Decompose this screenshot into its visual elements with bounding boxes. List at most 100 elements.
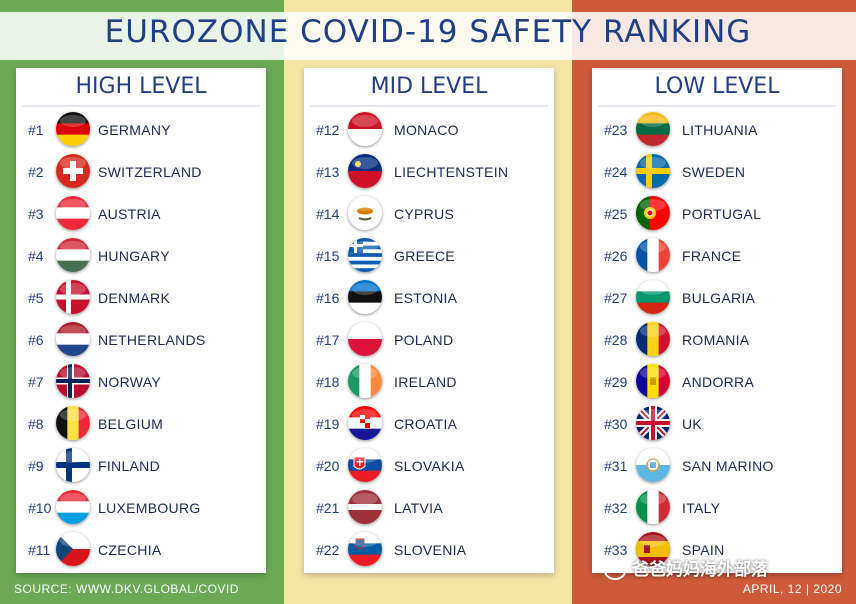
spain-flag-icon xyxy=(636,532,670,566)
country-name: SWEDEN xyxy=(682,164,746,180)
luxembourg-flag-icon xyxy=(56,490,90,524)
czechia-flag-icon xyxy=(56,532,90,566)
netherlands-flag-icon xyxy=(56,322,90,356)
country-name: LATVIA xyxy=(394,500,444,516)
hungary-flag-icon xyxy=(56,238,90,272)
ranking-row: #2 SWITZERLAND xyxy=(16,154,266,190)
rank-number: #24 xyxy=(604,164,628,180)
rank-number: #13 xyxy=(316,164,340,180)
country-name: GERMANY xyxy=(98,122,171,138)
germany-flag-icon xyxy=(56,112,90,146)
ranking-row: #23 LITHUANIA xyxy=(592,112,842,148)
ranking-row: #16 ESTONIA xyxy=(304,280,554,316)
ranking-row: #26 FRANCE xyxy=(592,238,842,274)
rank-number: #10 xyxy=(28,500,52,516)
rank-number: #14 xyxy=(316,206,340,222)
country-name: FINLAND xyxy=(98,458,160,474)
poland-flag-icon xyxy=(348,322,382,356)
country-name: ESTONIA xyxy=(394,290,458,306)
watermark-text: 爸爸妈妈海外部落 xyxy=(632,560,768,579)
ranking-row: #13 LIECHTENSTEIN xyxy=(304,154,554,190)
latvia-flag-icon xyxy=(348,490,382,524)
belgium-flag-icon xyxy=(56,406,90,440)
rank-number: #29 xyxy=(604,374,628,390)
ranking-row: #8 BELGIUM xyxy=(16,406,266,442)
high-level-panel: HIGH LEVEL #1 GERMANY #2 SWITZERLAND #3 AUSTR… xyxy=(16,68,266,573)
rank-number: #31 xyxy=(604,458,628,474)
ranking-row: #12 MONACO xyxy=(304,112,554,148)
romania-flag-icon xyxy=(636,322,670,356)
ireland-flag-icon xyxy=(348,364,382,398)
rank-number: #2 xyxy=(28,164,44,180)
ranking-row: #17 POLAND xyxy=(304,322,554,358)
greece-flag-icon xyxy=(348,238,382,272)
source-credit: SOURCE: WWW.DKV.GLOBAL/COVID xyxy=(14,582,239,596)
cyprus-flag-icon xyxy=(348,196,382,230)
ranking-row: #24 SWEDEN xyxy=(592,154,842,190)
country-name: HUNGARY xyxy=(98,248,170,264)
liechtenstein-flag-icon xyxy=(348,154,382,188)
ranking-row: #28 ROMANIA xyxy=(592,322,842,358)
ranking-row: #21 LATVIA xyxy=(304,490,554,526)
rank-number: #9 xyxy=(28,458,44,474)
denmark-flag-icon xyxy=(56,280,90,314)
rank-number: #5 xyxy=(28,290,44,306)
rank-number: #33 xyxy=(604,542,628,558)
country-name: CYPRUS xyxy=(394,206,455,222)
rank-number: #7 xyxy=(28,374,44,390)
panel-divider xyxy=(310,105,548,107)
country-name: ROMANIA xyxy=(682,332,750,348)
country-name: IRELAND xyxy=(394,374,457,390)
ranking-row: #3 AUSTRIA xyxy=(16,196,266,232)
chat-bubble-icon xyxy=(604,561,626,580)
rank-number: #17 xyxy=(316,332,340,348)
ranking-row: #27 BULGARIA xyxy=(592,280,842,316)
country-name: SPAIN xyxy=(682,542,725,558)
bulgaria-flag-icon xyxy=(636,280,670,314)
rank-number: #11 xyxy=(28,542,51,558)
norway-flag-icon xyxy=(56,364,90,398)
rank-number: #23 xyxy=(604,122,628,138)
country-name: GREECE xyxy=(394,248,455,264)
country-name: AUSTRIA xyxy=(98,206,161,222)
san-marino-flag-icon xyxy=(636,448,670,482)
country-name: PORTUGAL xyxy=(682,206,762,222)
lithuania-flag-icon xyxy=(636,112,670,146)
country-name: LUXEMBOURG xyxy=(98,500,201,516)
rank-number: #12 xyxy=(316,122,340,138)
monaco-flag-icon xyxy=(348,112,382,146)
rank-number: #27 xyxy=(604,290,628,306)
ranking-row: #20 SLOVAKIA xyxy=(304,448,554,484)
country-name: LITHUANIA xyxy=(682,122,758,138)
portugal-flag-icon xyxy=(636,196,670,230)
rank-number: #4 xyxy=(28,248,44,264)
rank-number: #26 xyxy=(604,248,628,264)
country-name: NETHERLANDS xyxy=(98,332,206,348)
country-name: CROATIA xyxy=(394,416,458,432)
rank-number: #25 xyxy=(604,206,628,222)
country-name: ANDORRA xyxy=(682,374,755,390)
croatia-flag-icon xyxy=(348,406,382,440)
switzerland-flag-icon xyxy=(56,154,90,188)
country-name: ITALY xyxy=(682,500,721,516)
slovenia-flag-icon xyxy=(348,532,382,566)
rank-number: #32 xyxy=(604,500,628,516)
ranking-row: #14 CYPRUS xyxy=(304,196,554,232)
page-title: EUROZONE COVID-19 SAFETY RANKING xyxy=(104,14,752,50)
country-name: DENMARK xyxy=(98,290,171,306)
rank-number: #6 xyxy=(28,332,44,348)
ranking-row: #31 SAN MARINO xyxy=(592,448,842,484)
country-name: SWITZERLAND xyxy=(98,164,202,180)
country-name: BULGARIA xyxy=(682,290,756,306)
ranking-row: #18 IRELAND xyxy=(304,364,554,400)
rank-number: #18 xyxy=(316,374,340,390)
rank-number: #15 xyxy=(316,248,340,264)
country-name: MONACO xyxy=(394,122,459,138)
country-name: CZECHIA xyxy=(98,542,162,558)
rank-number: #1 xyxy=(28,122,44,138)
ranking-row: #7 NORWAY xyxy=(16,364,266,400)
country-name: SLOVAKIA xyxy=(394,458,465,474)
mid-level-panel: MID LEVEL #12 MONACO #13 LIECHTENSTEIN #14 CY… xyxy=(304,68,554,573)
country-name: FRANCE xyxy=(682,248,742,264)
sweden-flag-icon xyxy=(636,154,670,188)
